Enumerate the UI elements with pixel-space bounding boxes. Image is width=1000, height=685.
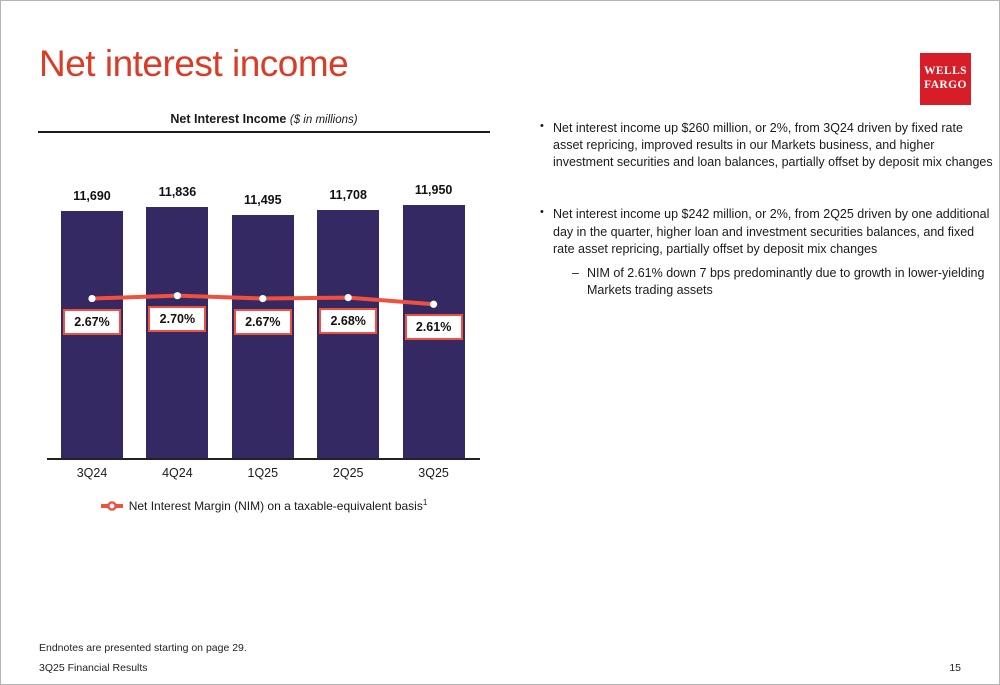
nim-marker-3Q24: [88, 294, 96, 303]
x-tick-4Q24: 4Q24: [162, 466, 193, 480]
nim-value-label-3Q24: 2.67%: [63, 308, 121, 335]
chart-legend: Net Interest Margin (NIM) on a taxable-e…: [38, 498, 490, 513]
page-number: 15: [949, 662, 961, 674]
nim-line-legend-marker-icon: [100, 500, 123, 511]
page-title: Net interest income: [39, 43, 349, 84]
x-tick-3Q24: 3Q24: [76, 466, 108, 480]
commentary-sub-bullet-2-1: NIM of 2.61% down 7 bps predominantly du…: [572, 265, 993, 299]
chart-header: Net Interest Income ($ in millions): [38, 112, 490, 133]
nim-marker-3Q25: [430, 300, 438, 308]
nim-value-label-4Q24: 2.70%: [148, 305, 207, 332]
chart-plot: 11,690 11,836 11,495 11,708 11,950 2.67% 2.70%…: [38, 136, 490, 460]
x-axis-line: [47, 458, 480, 460]
wells-fargo-logo-line1: WELLS: [924, 65, 967, 78]
chart-subtitle: ($ in millions): [289, 114, 358, 126]
commentary-bullet-2: Net interest income up $242 million, or …: [538, 205, 993, 299]
nim-value-label-1Q25: 2.67%: [233, 308, 292, 335]
x-tick-1Q25: 1Q25: [247, 466, 279, 480]
footer-deck-title: 3Q25 Financial Results: [39, 662, 148, 674]
wells-fargo-logo: WELLS FARGO: [920, 53, 971, 105]
bar-2Q25: [317, 210, 380, 458]
nim-value-label-2Q25: 2.68%: [319, 307, 378, 334]
x-tick-2Q25: 2Q25: [332, 466, 364, 480]
nim-marker-4Q24: [173, 292, 181, 300]
legend-endnote-superscript: 1: [422, 498, 428, 507]
commentary-bullet-1: Net interest income up $260 million, or …: [538, 119, 993, 171]
endnote-text: Endnotes are presented starting on page …: [39, 642, 247, 654]
chart-title: Net Interest Income: [170, 112, 287, 126]
bar-value-label-4Q24: 11,836: [158, 185, 197, 199]
nim-line: [88, 292, 438, 308]
legend-label: Net Interest Margin (NIM) on a taxable-e…: [128, 498, 428, 513]
x-tick-3Q25: 3Q25: [418, 466, 449, 480]
bar-1Q25: [231, 215, 294, 458]
bar-4Q24: [146, 207, 209, 458]
bullet-text: Net interest income up $260 million, or …: [553, 121, 993, 170]
nim-value-label-3Q25: 2.61%: [404, 314, 463, 341]
bullet-text: Net interest income up $242 million, or …: [553, 207, 990, 256]
bar-value-label-3Q25: 11,950: [414, 183, 453, 197]
x-axis-labels: 3Q24 4Q24 1Q25 2Q25 3Q25: [38, 466, 490, 482]
bar-value-label-1Q25: 11,495: [244, 193, 282, 207]
nim-marker-2Q25: [344, 293, 352, 302]
wells-fargo-logo-line2: FARGO: [924, 79, 967, 91]
bar-value-label-3Q24: 11,690: [73, 189, 111, 203]
commentary: Net interest income up $260 million, or …: [538, 119, 993, 334]
nim-marker-1Q25: [259, 294, 267, 303]
bar-value-label-2Q25: 11,708: [329, 188, 367, 202]
